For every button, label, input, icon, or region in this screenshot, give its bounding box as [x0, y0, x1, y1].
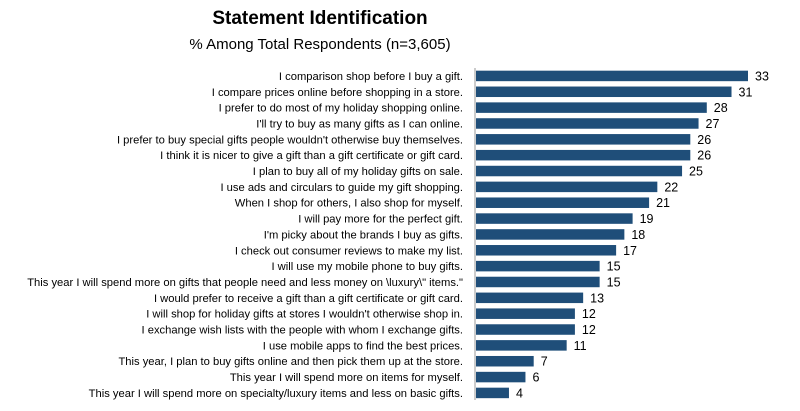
- value-label: 17: [623, 244, 637, 258]
- value-label: 21: [656, 196, 670, 210]
- category-label: I use mobile apps to find the best price…: [263, 340, 463, 352]
- bar: [476, 371, 526, 383]
- bar: [476, 134, 691, 145]
- bar: [476, 229, 625, 240]
- bar: [476, 324, 575, 335]
- bars-group: I comparison shop before I buy a gift. 33…: [27, 69, 769, 400]
- chart-subtitle: % Among Total Respondents (n=3,605): [189, 36, 451, 53]
- value-label: 22: [664, 180, 678, 194]
- category-label: I'll try to buy as many gifts as I can o…: [256, 118, 463, 130]
- value-label: 7: [541, 355, 548, 369]
- category-label: I'm picky about the brands I buy as gift…: [264, 229, 463, 241]
- category-label: This year I will spend more on specialty…: [89, 388, 463, 400]
- category-label: I check out consumer reviews to make my …: [235, 245, 463, 257]
- value-label: 26: [697, 133, 711, 147]
- category-label: I will use my mobile phone to buy gifts.: [271, 261, 463, 273]
- value-label: 15: [607, 275, 621, 289]
- category-label: This year I will spend more on gifts tha…: [27, 277, 463, 289]
- bar: [476, 276, 600, 288]
- bar: [476, 86, 732, 98]
- bar: [476, 292, 584, 304]
- category-label: I compare prices online before shopping …: [212, 87, 463, 99]
- category-label: I exchange wish lists with the people wi…: [142, 325, 464, 337]
- value-label: 11: [574, 339, 587, 353]
- category-label: I prefer to buy special gifts people wou…: [117, 134, 463, 146]
- category-label: I think it is nicer to give a gift than …: [160, 150, 463, 162]
- bar: [476, 340, 567, 351]
- value-label: 4: [516, 386, 523, 400]
- value-label: 25: [689, 165, 703, 179]
- bar: [476, 260, 600, 272]
- bar: [476, 245, 617, 256]
- bar: [476, 70, 748, 82]
- bar: [476, 355, 534, 367]
- bar: [476, 181, 658, 193]
- category-label: I use ads and circulars to guide my gift…: [220, 182, 463, 194]
- category-label: I will shop for holiday gifts at stores …: [146, 309, 463, 321]
- category-label: I comparison shop before I buy a gift.: [279, 71, 463, 83]
- bar: [476, 165, 683, 177]
- value-label: 31: [739, 85, 753, 99]
- bar: [476, 118, 699, 129]
- value-label: 12: [582, 323, 596, 337]
- category-label: When I shop for others, I also shop for …: [235, 198, 463, 210]
- value-label: 33: [755, 69, 769, 83]
- category-label: I will pay more for the perfect gift.: [298, 214, 463, 226]
- bar: [476, 102, 707, 113]
- value-label: 26: [697, 149, 711, 163]
- value-label: 28: [714, 101, 728, 115]
- bar: [476, 308, 575, 319]
- bar: [476, 197, 650, 208]
- value-label: 13: [590, 291, 604, 305]
- bar: [476, 149, 691, 161]
- value-label: 18: [631, 228, 645, 242]
- value-label: 15: [607, 260, 621, 274]
- category-label: This year I will spend more on items for…: [230, 372, 463, 384]
- chart-title: Statement Identification: [212, 8, 428, 29]
- value-label: 6: [532, 371, 539, 385]
- value-label: 19: [640, 212, 654, 226]
- value-label: 12: [582, 307, 596, 321]
- bar: [476, 213, 633, 224]
- category-label: I prefer to do most of my holiday shoppi…: [219, 103, 463, 115]
- bar: [476, 387, 509, 399]
- value-label: 27: [706, 117, 720, 131]
- category-label: This year, I plan to buy gifts online an…: [118, 356, 463, 368]
- category-label: I would prefer to receive a gift than a …: [154, 293, 463, 305]
- category-label: I plan to buy all of my holiday gifts on…: [253, 166, 463, 178]
